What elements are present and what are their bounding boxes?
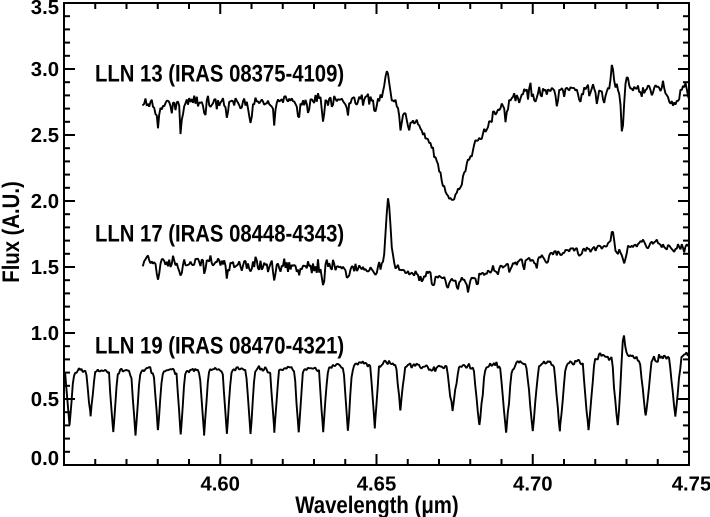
- svg-text:3.5: 3.5: [31, 0, 59, 19]
- svg-text:0.5: 0.5: [31, 389, 59, 411]
- svg-text:LLN 19 (IRAS 08470-4321): LLN 19 (IRAS 08470-4321): [95, 333, 344, 360]
- svg-text:2.5: 2.5: [31, 125, 59, 147]
- svg-text:LLN 13 (IRAS 08375-4109): LLN 13 (IRAS 08375-4109): [95, 60, 344, 87]
- svg-text:Flux (A.U.): Flux (A.U.): [0, 181, 25, 282]
- svg-text:1.0: 1.0: [31, 323, 59, 345]
- svg-text:Wavelength (μm): Wavelength (μm): [295, 492, 458, 517]
- svg-text:4.60: 4.60: [200, 474, 240, 496]
- svg-text:4.75: 4.75: [672, 474, 710, 496]
- svg-text:2.0: 2.0: [31, 191, 59, 213]
- svg-text:3.0: 3.0: [31, 59, 59, 81]
- svg-text:4.65: 4.65: [357, 474, 397, 496]
- svg-text:0.0: 0.0: [31, 448, 59, 470]
- svg-text:LLN 17 (IRAS 08448-4343): LLN 17 (IRAS 08448-4343): [95, 221, 344, 248]
- svg-text:4.70: 4.70: [513, 474, 553, 496]
- svg-text:1.5: 1.5: [31, 257, 59, 279]
